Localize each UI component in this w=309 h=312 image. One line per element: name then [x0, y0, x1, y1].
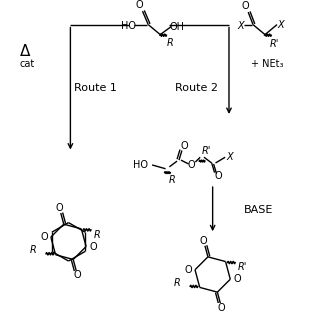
Text: R: R [169, 175, 176, 185]
Text: O: O [89, 241, 97, 251]
Text: O: O [242, 1, 249, 11]
Text: O: O [184, 265, 192, 275]
Text: X: X [277, 20, 284, 30]
Text: R: R [174, 278, 180, 288]
Text: R: R [30, 245, 36, 255]
Text: Route 1: Route 1 [74, 83, 117, 93]
Text: O: O [218, 303, 225, 312]
Text: R': R' [202, 145, 212, 155]
Text: R: R [167, 38, 174, 48]
Text: R: R [94, 230, 101, 240]
Text: O: O [180, 141, 188, 151]
Text: Δ: Δ [19, 44, 30, 59]
Text: HO: HO [133, 160, 148, 170]
Text: R': R' [269, 39, 279, 49]
Text: O: O [188, 160, 195, 170]
Text: O: O [215, 172, 222, 182]
Text: O: O [56, 203, 63, 213]
Text: R': R' [238, 262, 248, 272]
Text: + NEt₃: + NEt₃ [251, 59, 284, 69]
Text: Route 2: Route 2 [175, 83, 218, 93]
Text: O: O [136, 0, 143, 10]
Text: BASE: BASE [244, 205, 274, 215]
Text: X: X [226, 152, 233, 162]
Text: HO: HO [121, 21, 136, 31]
Text: O: O [74, 270, 81, 280]
Text: O: O [200, 236, 208, 246]
Text: O: O [233, 274, 241, 284]
Text: cat: cat [19, 59, 35, 69]
Text: O: O [40, 232, 48, 242]
Text: OH: OH [170, 22, 184, 32]
Text: X: X [237, 21, 244, 31]
